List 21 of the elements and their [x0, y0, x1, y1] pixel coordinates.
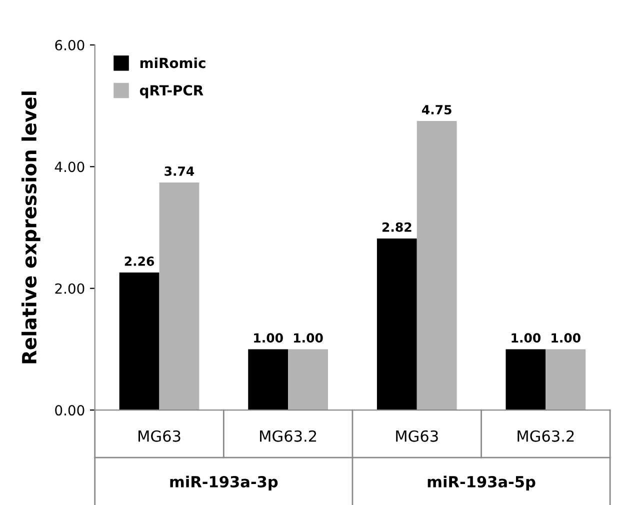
data-label: 3.74: [164, 166, 194, 176]
x-tick-label: MG63.2: [518, 430, 574, 442]
data-label: 1.00: [254, 333, 283, 343]
data-label: 2.26: [124, 256, 154, 266]
y-tick-label: 0.00: [55, 405, 84, 416]
legend-label: qRT-PCR: [140, 85, 204, 98]
x-tick-label: MG63: [396, 430, 438, 442]
text: miR-193a-5p: [428, 476, 536, 490]
data-label: 1.00: [294, 333, 323, 343]
data-label: 2.82: [382, 222, 412, 232]
y-axis-title: Relative expression level: [22, 92, 40, 364]
data-label: 4.75: [422, 105, 452, 114]
data-label: 1.00: [512, 333, 541, 343]
legend-label: miRomic: [140, 57, 206, 68]
y-tick-label: 4.00: [54, 162, 84, 172]
x-tick-label: MG63.2: [260, 430, 316, 442]
y-tick-label: 2.00: [55, 283, 84, 294]
text: miR-193a-3p: [170, 476, 278, 490]
data-label: 1.00: [552, 333, 580, 343]
x-tick-label: MG63: [138, 430, 180, 442]
y-tick-label: 6.00: [55, 40, 84, 50]
